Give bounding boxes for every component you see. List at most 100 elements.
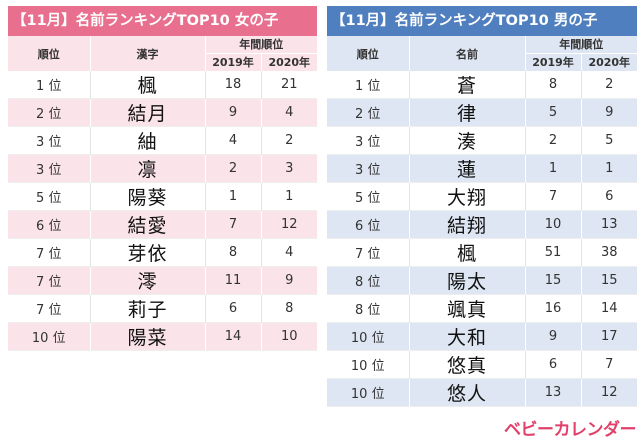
rank-cell: 5 位 xyxy=(36,191,62,207)
name-cell: 律 xyxy=(408,98,525,127)
table-row: 8 位 颯真 16 14 xyxy=(327,294,637,323)
brand-logo: ベビーカレンダー xyxy=(504,415,637,440)
name-column-header: 漢字 xyxy=(89,36,205,71)
boys-table-header: 順位 名前 年間順位 2019年 2020年 xyxy=(327,36,637,71)
year-2019-column-header: 2019年 xyxy=(524,52,581,71)
year-2019-cell: 5 xyxy=(524,98,581,127)
year-2020-column-header: 2020年 xyxy=(260,52,317,71)
table-row: 6 位結翔 10 13 xyxy=(327,210,637,239)
rank-cell: 2 位 xyxy=(327,98,409,127)
girls-ranking-panel: 【11月】名前ランキングTOP10 女の子 順位 漢字 年間順位 2019年 2… xyxy=(8,6,317,351)
year-2019-column-header: 2019年 xyxy=(204,52,261,71)
name-cell: 結愛 xyxy=(89,210,205,239)
rank-cell: 6 位 xyxy=(327,210,409,239)
year-2019-cell: 11 xyxy=(204,266,261,295)
year-2020-cell: 13 xyxy=(580,210,637,239)
table-row: 10 位悠人 13 12 xyxy=(327,378,637,407)
name-cell: 湊 xyxy=(408,126,525,155)
year-2019-cell: 4 xyxy=(204,126,261,155)
rank-cell: 3 位 xyxy=(355,135,381,151)
year-2019-cell: 18 xyxy=(204,71,261,99)
name-cell: 蒼 xyxy=(408,71,525,99)
year-2020-cell: 1 xyxy=(260,182,317,211)
year-2019-cell: 2 xyxy=(524,126,581,155)
year-2020-cell: 15 xyxy=(580,266,637,295)
year-2019-cell: 1 xyxy=(524,154,581,183)
table-row: 7 位 莉子 6 8 xyxy=(8,294,317,323)
name-cell: 大翔 xyxy=(408,182,525,211)
name-cell: 紬 xyxy=(89,126,205,155)
name-cell: 莉子 xyxy=(89,294,205,323)
name-cell: 楓 xyxy=(408,238,525,267)
year-2020-cell: 9 xyxy=(580,98,637,127)
year-2019-cell: 7 xyxy=(524,182,581,211)
table-row: 10 位大和 9 17 xyxy=(327,322,637,351)
rank-cell: 7 位 xyxy=(36,303,62,319)
name-cell: 楓 xyxy=(89,71,205,99)
name-cell: 陽太 xyxy=(408,266,525,295)
year-2019-cell: 15 xyxy=(524,266,581,295)
table-row: 6 位結愛 7 12 xyxy=(8,210,317,239)
rank-cell: 6 位 xyxy=(8,210,90,239)
girls-ranking-title: 【11月】名前ランキングTOP10 女の子 xyxy=(8,6,317,36)
year-2019-cell: 6 xyxy=(204,294,261,323)
rank-cell: 7 位 xyxy=(8,266,90,295)
year-2019-cell: 51 xyxy=(524,238,581,267)
table-row: 7 位 芽依 8 4 xyxy=(8,238,317,267)
year-2020-cell: 1 xyxy=(580,154,637,183)
girls-table-header: 順位 漢字 年間順位 2019年 2020年 xyxy=(8,36,317,71)
rank-cell: 10 位 xyxy=(327,322,409,351)
year-2020-cell: 8 xyxy=(260,294,317,323)
table-row: 2 位結月 9 4 xyxy=(8,98,317,127)
year-2020-cell: 6 xyxy=(580,182,637,211)
year-2019-cell: 9 xyxy=(204,98,261,127)
year-2019-cell: 13 xyxy=(524,378,581,407)
table-row: 7 位澪 11 9 xyxy=(8,266,317,295)
name-cell: 悠人 xyxy=(408,378,525,407)
year-2020-cell: 14 xyxy=(580,294,637,323)
year-2020-cell: 2 xyxy=(580,71,637,99)
year-2020-cell: 9 xyxy=(260,266,317,295)
year-2019-cell: 10 xyxy=(524,210,581,239)
year-2020-cell: 2 xyxy=(260,126,317,155)
name-cell: 凛 xyxy=(89,154,205,183)
rank-cell: 8 位 xyxy=(355,303,381,319)
name-column-header: 名前 xyxy=(408,36,525,71)
year-2020-cell: 10 xyxy=(260,322,317,351)
table-row: 1 位 楓 18 21 xyxy=(8,71,317,99)
name-cell: 芽依 xyxy=(89,238,205,267)
rank-column-header: 順位 xyxy=(37,47,60,61)
rank-cell: 3 位 xyxy=(36,135,62,151)
table-row: 10 位 悠真 6 7 xyxy=(327,350,637,379)
year-2019-cell: 2 xyxy=(204,154,261,183)
name-cell: 結月 xyxy=(89,98,205,127)
rank-cell: 3 位 xyxy=(327,154,409,183)
rank-cell: 10 位 xyxy=(350,359,385,375)
boys-ranking-title: 【11月】名前ランキングTOP10 男の子 xyxy=(327,6,637,36)
year-2019-cell: 1 xyxy=(204,182,261,211)
table-row: 5 位 大翔 7 6 xyxy=(327,182,637,211)
name-cell: 大和 xyxy=(408,322,525,351)
year-2019-cell: 14 xyxy=(204,322,261,351)
name-cell: 陽菜 xyxy=(89,322,205,351)
year-2019-cell: 8 xyxy=(524,71,581,99)
brand-logo-text: ベビーカレンダー xyxy=(504,420,637,440)
table-row: 8 位陽太 15 15 xyxy=(327,266,637,295)
rank-cell: 2 位 xyxy=(8,98,90,127)
year-2020-cell: 7 xyxy=(580,350,637,379)
year-2020-cell: 4 xyxy=(260,98,317,127)
rank-cell: 3 位 xyxy=(8,154,90,183)
rank-column-header: 順位 xyxy=(356,47,379,61)
name-cell: 蓮 xyxy=(408,154,525,183)
rank-cell: 8 位 xyxy=(327,266,409,295)
name-cell: 澪 xyxy=(89,266,205,295)
year-2020-cell: 38 xyxy=(580,238,637,267)
year-2020-cell: 12 xyxy=(260,210,317,239)
rank-cell: 7 位 xyxy=(36,247,62,263)
rank-cell: 1 位 xyxy=(36,79,62,95)
